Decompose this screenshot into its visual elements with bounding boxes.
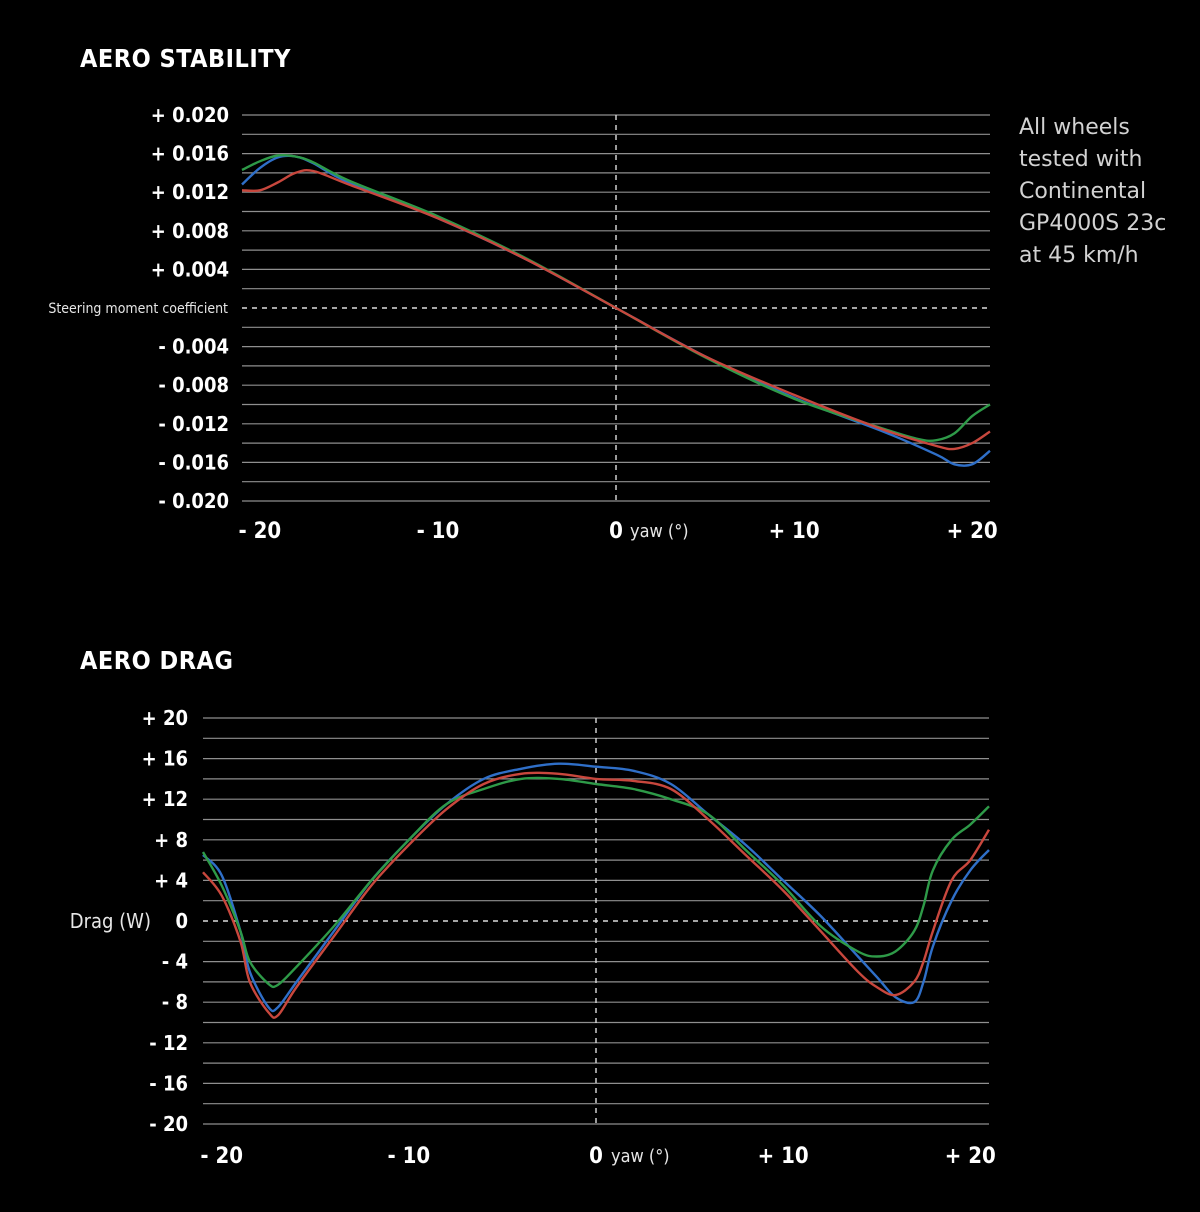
y-tick-label: - 0.008: [158, 373, 229, 397]
y-tick-label: + 0.008: [151, 219, 229, 243]
y-axis-label: Drag (W): [70, 909, 151, 933]
chart-title-aero-stability: AERO STABILITY: [80, 44, 291, 73]
series-line-3: [241, 168, 991, 451]
y-tick-label: - 0.020: [158, 489, 229, 513]
x-tick-label: + 10: [769, 519, 820, 544]
y-tick-label: + 20: [142, 706, 188, 730]
series-line-3: [202, 771, 991, 1019]
y-tick-label: + 0.020: [151, 103, 229, 127]
y-tick-label: - 0.004: [158, 335, 229, 359]
x-axis-label: yaw (°): [630, 521, 689, 542]
y-tick-label: - 20: [149, 1112, 188, 1136]
x-tick-label: + 10: [758, 1144, 809, 1169]
x-tick-label: - 20: [200, 1144, 243, 1169]
y-tick-label: - 0.016: [158, 450, 229, 474]
y-tick-label: + 8: [154, 828, 188, 852]
series-line-2: [201, 776, 990, 989]
test-conditions-note: All wheels tested with Continental GP400…: [1019, 112, 1189, 272]
x-tick-label: + 20: [947, 519, 998, 544]
x-tick-label: 0: [589, 1144, 603, 1169]
x-axis-label: yaw (°): [611, 1146, 670, 1167]
y-tick-label: + 12: [142, 787, 188, 811]
series-line-1: [202, 762, 990, 1013]
y-tick-label: + 4: [154, 868, 188, 892]
note-line: at 45 km/h: [1019, 243, 1139, 268]
x-tick-label: - 10: [417, 519, 460, 544]
x-tick-label: + 20: [945, 1144, 996, 1169]
x-tick-label: - 20: [238, 519, 281, 544]
y-tick-label: + 0.004: [151, 257, 229, 281]
x-tick-label: 0: [609, 519, 623, 544]
y-tick-label: 0: [175, 909, 188, 933]
note-line: All wheels: [1019, 115, 1130, 140]
y-tick-label: + 16: [142, 747, 188, 771]
y-tick-label: + 0.016: [151, 142, 229, 166]
y-tick-label: - 16: [149, 1071, 188, 1095]
y-tick-label: - 12: [149, 1031, 188, 1055]
note-line: tested with: [1019, 147, 1143, 172]
y-tick-label: - 8: [162, 990, 188, 1014]
note-line: GP4000S 23c: [1019, 211, 1167, 236]
note-line: Continental: [1019, 179, 1147, 204]
y-axis-label: Steering moment coefficient: [48, 301, 228, 317]
chart-title-aero-drag: AERO DRAG: [80, 646, 234, 675]
y-tick-label: + 0.012: [151, 180, 229, 204]
x-tick-label: - 10: [388, 1144, 431, 1169]
y-tick-label: - 4: [162, 950, 188, 974]
y-tick-label: - 0.012: [158, 412, 229, 436]
